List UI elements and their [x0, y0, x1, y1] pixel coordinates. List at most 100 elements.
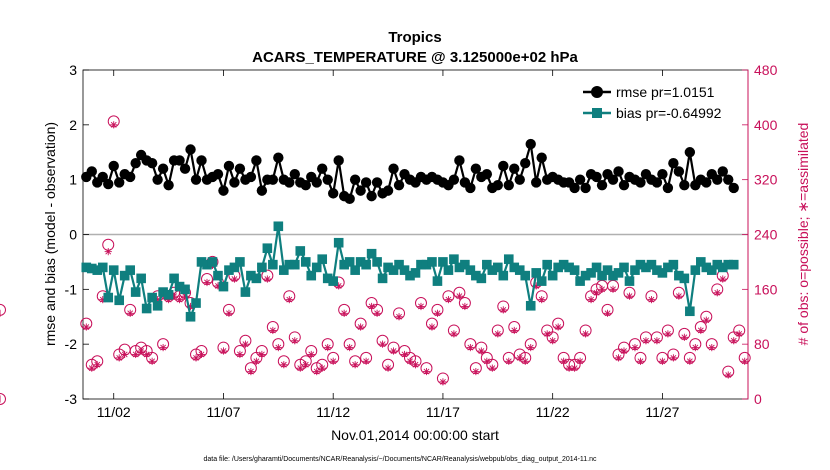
obs-assimilated-marker	[439, 378, 447, 386]
bias-point	[130, 287, 141, 297]
rmse-point	[152, 174, 163, 185]
bias-point	[674, 270, 684, 281]
obs-assimilated-marker	[631, 343, 639, 352]
bias-point	[279, 265, 289, 275]
legend-bias-marker	[592, 108, 602, 118]
rmse-point	[327, 188, 339, 199]
obs-assimilated-marker	[175, 296, 184, 304]
bias-point	[503, 254, 514, 264]
obs-assimilated-marker	[225, 309, 233, 317]
bias-point	[322, 273, 333, 284]
obs-assimilated-marker	[400, 350, 409, 359]
rmse-point	[492, 179, 504, 191]
rmse-point	[574, 174, 586, 185]
obs-assimilated-marker	[236, 350, 244, 359]
y-axis-left-label: rmse and bias (model - observation)	[42, 122, 58, 346]
bias-point	[525, 300, 536, 311]
obs-assimilated-marker	[110, 121, 118, 129]
obs-assimilated-marker	[592, 289, 601, 297]
obs-assimilated-marker	[730, 337, 738, 345]
rmse-point	[454, 155, 465, 166]
obs-assimilated-marker	[625, 292, 634, 300]
obs-assimilated-marker	[549, 337, 557, 345]
bias-point	[97, 262, 108, 273]
bias-point	[471, 270, 481, 281]
rmse-point	[717, 166, 728, 177]
rmse-point	[212, 168, 224, 180]
bias-point	[668, 259, 679, 270]
bias-point	[663, 262, 673, 273]
bias-point	[350, 265, 360, 275]
obs-assimilated-marker	[159, 343, 167, 352]
bias-point	[421, 259, 432, 270]
bias-point	[81, 262, 92, 273]
rmse-point	[465, 182, 476, 194]
obs-assimilated-marker	[620, 347, 628, 355]
rmse-point	[712, 174, 723, 185]
obs-assimilated-marker	[719, 275, 727, 283]
bias-point	[311, 262, 322, 273]
bias-point	[361, 259, 371, 270]
bias-point	[553, 262, 563, 273]
bias-point	[405, 270, 415, 281]
x-axis-label: Nov.01,2014 00:00:00 start	[331, 427, 499, 443]
rmse-point	[284, 177, 295, 188]
obs-assimilated-marker	[378, 340, 387, 348]
obs-assimilated-marker	[148, 357, 156, 365]
obs-assimilated-marker	[411, 361, 420, 369]
rmse-point	[146, 158, 158, 169]
bias-point	[482, 259, 492, 270]
obs-assimilated-marker	[296, 364, 304, 372]
obs-assimilated-marker	[247, 367, 255, 376]
y-left-tick-label: -3	[65, 391, 78, 407]
obs-assimilated-marker	[609, 285, 617, 293]
chart-subtitle: ACARS_TEMPERATURE @ 3.125000e+02 hPa	[252, 49, 578, 66]
rmse-point	[388, 163, 399, 174]
bias-point	[92, 265, 103, 275]
bias-point	[196, 257, 207, 267]
x-tick-label: 11/12	[316, 404, 350, 420]
rmse-point	[317, 163, 328, 174]
y-right-tick-label: 240	[754, 227, 778, 243]
bias-point	[427, 257, 437, 267]
obs-assimilated-marker	[702, 316, 710, 324]
bias-point	[300, 257, 311, 267]
rmse-point	[157, 163, 169, 174]
y-right-tick-label: 80	[754, 336, 770, 352]
rmse-point	[289, 168, 300, 180]
y-right-tick-label: 400	[754, 117, 778, 133]
bias-point	[520, 270, 531, 281]
bias-point	[229, 262, 240, 273]
bias-point	[487, 265, 498, 275]
obs-assimilated-marker	[313, 367, 321, 376]
bias-point	[328, 276, 338, 286]
rmse-point	[679, 179, 690, 191]
bias-point	[257, 262, 267, 273]
rmse-point	[355, 185, 366, 196]
bias-point	[635, 259, 646, 270]
obs-assimilated-marker	[505, 357, 513, 365]
rmse-point	[509, 163, 520, 174]
rmse-point	[728, 182, 739, 194]
obs-assimilated-marker	[461, 302, 469, 311]
bias-point	[383, 262, 393, 273]
obs-assimilated-marker	[664, 330, 672, 338]
obs-assimilated-marker	[543, 330, 551, 338]
bias-point	[235, 257, 245, 267]
obs-assimilated-marker	[340, 309, 348, 317]
obs-assimilated-marker	[88, 364, 96, 372]
obs-assimilated-marker	[428, 323, 436, 331]
obs-assimilated-marker	[132, 350, 140, 359]
obs-assimilated-marker	[741, 357, 749, 365]
obs-assimilated-marker	[598, 285, 606, 293]
x-tick-label: 11/02	[97, 404, 131, 420]
obs-assimilated-marker	[104, 248, 112, 256]
obs-assimilated-marker	[499, 306, 507, 314]
obs-assimilated-marker	[614, 354, 623, 362]
y-left-tick-label: 0	[69, 227, 77, 243]
bias-point	[438, 257, 448, 267]
bias-point	[344, 257, 355, 267]
bias-point	[608, 270, 618, 281]
bias-point	[630, 265, 640, 275]
rmse-point	[448, 174, 460, 185]
